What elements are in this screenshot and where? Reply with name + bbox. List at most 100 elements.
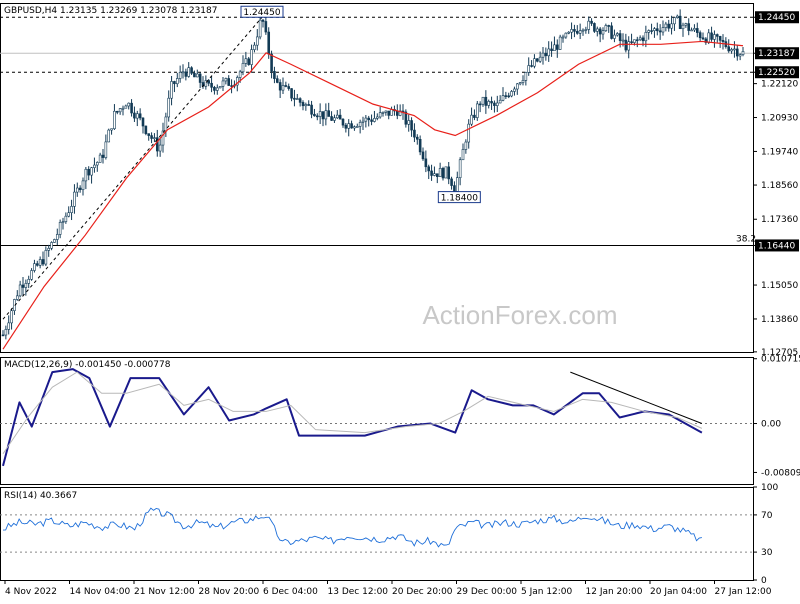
candle-body (570, 29, 573, 33)
candle-body (364, 117, 368, 122)
candle-body (598, 28, 602, 35)
candle-body (204, 80, 208, 87)
candle-body (290, 88, 293, 99)
candle-body (555, 44, 559, 50)
candle-body (347, 123, 351, 129)
candle-body (350, 123, 353, 129)
price-level-tag (755, 11, 799, 24)
rsi-panel-title: RSI(14) 40.3667 (4, 491, 77, 501)
candle-body (510, 91, 513, 97)
candle-body (450, 178, 453, 186)
candle-body (30, 270, 33, 280)
candle-body (664, 23, 668, 28)
candle-body (378, 112, 382, 118)
candle-body (198, 73, 202, 83)
candle-body (475, 103, 479, 118)
candle-body (107, 129, 111, 143)
candle-body (627, 41, 631, 51)
candle-body (95, 162, 99, 166)
candle-body (261, 19, 265, 22)
price-trendline (2, 16, 263, 320)
price-y-tick-label: 1.17360 (761, 215, 798, 225)
candle-body (178, 71, 182, 79)
candle-body (498, 99, 502, 104)
candle-body (207, 80, 211, 84)
price-annotation-label: 1.24450 (243, 8, 280, 18)
price-level-tag (755, 239, 799, 252)
macd-panel: 0.010715 0.00 -0.00809 (0, 355, 800, 478)
candle-body (55, 234, 59, 240)
candle-body (155, 137, 159, 152)
candle-body (224, 78, 228, 82)
candle-body (650, 30, 653, 32)
macd-y-tick-label: 0.010715 (761, 355, 800, 365)
candle-body (358, 122, 362, 127)
candle-body (581, 29, 585, 32)
candle-body (215, 87, 219, 91)
candle-body (141, 117, 145, 127)
candle-body (93, 164, 96, 168)
moving-average (2, 40, 744, 350)
candle-body (1, 334, 5, 337)
price-y-tick-label: 1.13860 (761, 315, 798, 325)
candle-body (27, 279, 31, 284)
x-axis-label: 12 Jan 20:00 (586, 587, 643, 597)
candle-body (335, 114, 339, 119)
macd-panel-frame (0, 357, 754, 485)
candle-body (324, 110, 328, 120)
candle-body (47, 248, 51, 251)
candle-body (561, 36, 565, 39)
candle-body (458, 159, 462, 178)
candle-body (104, 141, 108, 158)
candle-body (564, 32, 568, 38)
candle-body (495, 102, 499, 106)
candle-body (167, 97, 171, 118)
candle-body (158, 144, 162, 152)
candle-body (164, 116, 168, 132)
x-axis-label: 29 Dec 00:00 (457, 587, 518, 597)
candle-body (518, 82, 522, 85)
rsi-panel-frame (0, 487, 754, 581)
x-axis-label: 27 Jan 12:00 (715, 587, 772, 597)
candle-body (604, 25, 608, 31)
candle-body (293, 97, 296, 100)
candle-body (230, 85, 233, 87)
candle-body (355, 126, 359, 128)
candle-body (647, 30, 651, 33)
rsi-y-tick-label: 0 (761, 576, 767, 586)
candle-body (427, 166, 431, 172)
candle-body (710, 32, 713, 40)
candle-body (595, 28, 599, 32)
candle-body (735, 48, 739, 57)
rsi-y-tick-label: 30 (761, 548, 773, 558)
candle-body (584, 29, 588, 31)
candle-body (101, 154, 105, 158)
candle-body (607, 25, 611, 27)
macd-y-tick-label: 0.00 (761, 420, 781, 430)
candle-body (681, 24, 685, 30)
price-level-tag-label: 1.24450 (758, 13, 795, 23)
candle-body (275, 78, 279, 83)
candle-body (493, 102, 496, 106)
candle-body (533, 58, 536, 67)
candle-body (675, 15, 679, 18)
candle-body (653, 28, 656, 31)
candle-body (7, 322, 11, 330)
candle-body (307, 104, 311, 106)
candle-body (550, 48, 553, 51)
candle-body (407, 120, 411, 125)
candle-body (295, 98, 299, 100)
candle-body (730, 49, 733, 52)
candle-body (298, 98, 302, 103)
candle-body (641, 37, 645, 42)
macd-series-signal (2, 371, 703, 455)
candle-body (84, 168, 88, 182)
candle-body (644, 32, 648, 42)
candle-body (193, 72, 196, 78)
candle-body (61, 221, 65, 223)
candle-body (538, 56, 542, 62)
candle-body (507, 95, 511, 98)
candle-body (527, 65, 531, 73)
candle-body (433, 173, 436, 176)
candle-body (70, 206, 73, 213)
